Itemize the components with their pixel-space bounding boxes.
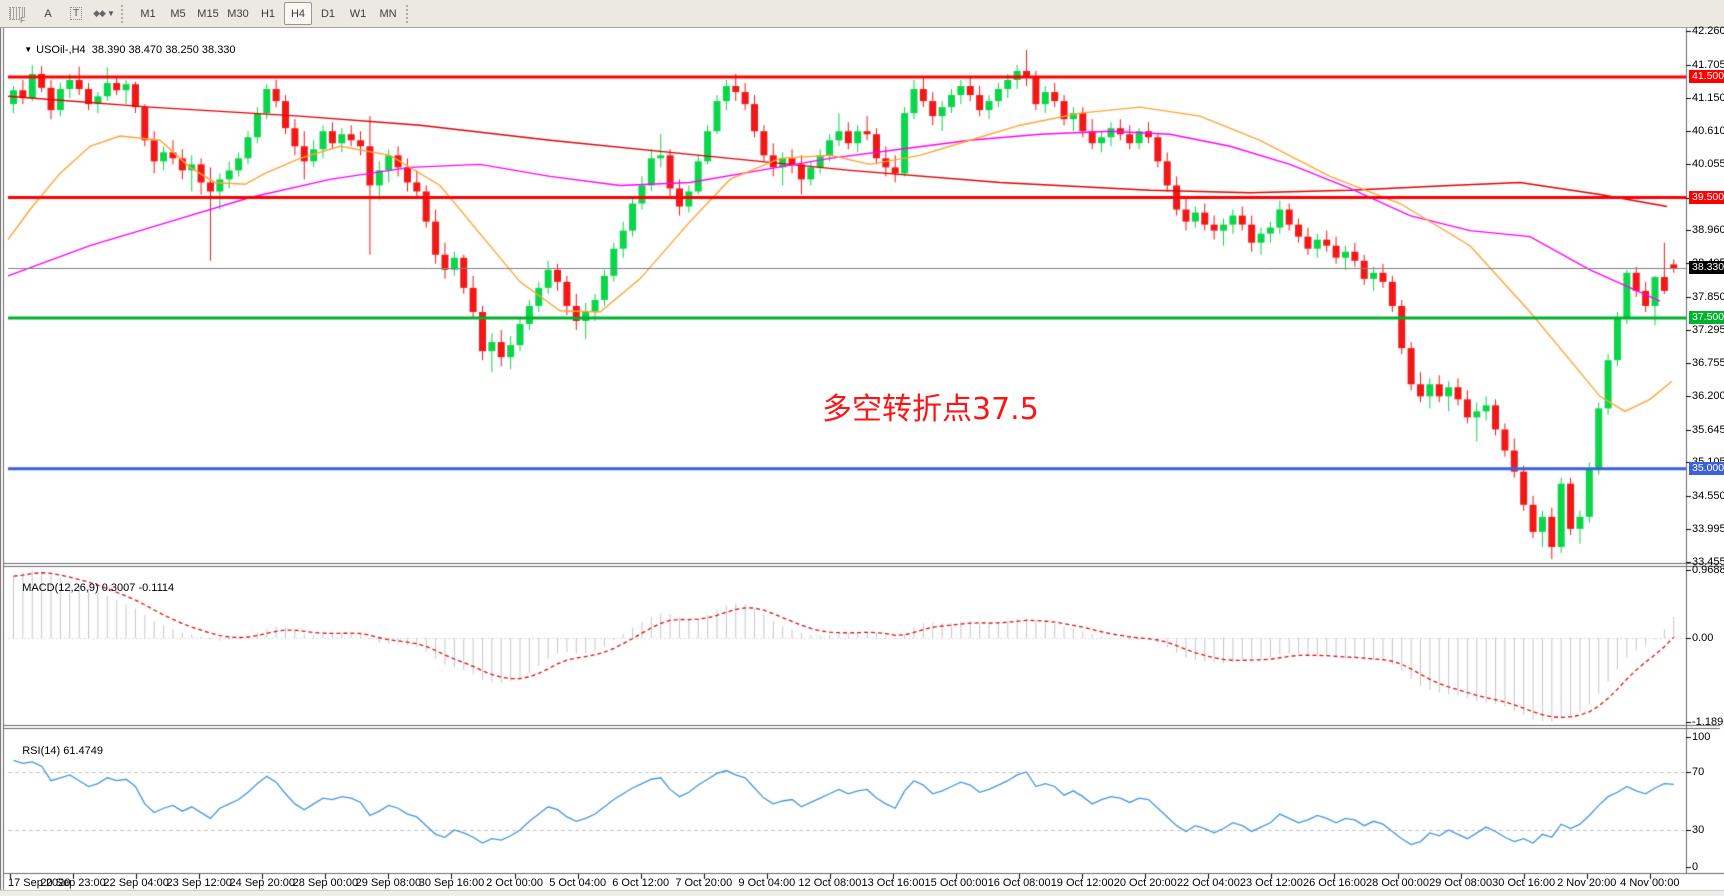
price-axis-tick: 33.995 xyxy=(1692,523,1724,536)
price-axis-tick: 36.755 xyxy=(1692,356,1724,369)
rsi-axis-tick: 0 xyxy=(1692,861,1699,873)
dotted-grid-glyph: F xyxy=(9,7,25,25)
date-axis-tick: 29 Sep 08:00 xyxy=(355,877,422,889)
date-axis-tick: 30 Oct 16:00 xyxy=(1492,877,1556,889)
date-axis-tick: 19 Oct 12:00 xyxy=(1050,877,1114,889)
date-axis-tick: 7 Oct 20:00 xyxy=(675,877,733,889)
macd-signal-value: -0.1114 xyxy=(138,582,175,594)
rsi-indicator-label: RSI(14) 61.4749 xyxy=(10,733,103,769)
price-axis-tick: 36.200 xyxy=(1692,390,1724,403)
date-axis-tick: 20 Oct 20:00 xyxy=(1113,877,1177,889)
date-axis-tick: 22 Sep 04:00 xyxy=(103,877,169,889)
price-axis-tick: 37.295 xyxy=(1692,324,1724,337)
date-axis-tick: 20 Sep 23:00 xyxy=(40,877,106,889)
date-axis-tick: 9 Oct 04:00 xyxy=(738,877,796,889)
date-axis-tick: 30 Sep 16:00 xyxy=(418,877,485,889)
date-axis-tick: 13 Oct 16:00 xyxy=(861,877,925,889)
window-bottom-strip xyxy=(0,890,1724,896)
macd-main-value: 0.3007 xyxy=(101,582,136,594)
price-axis-tick: 34.550 xyxy=(1692,489,1724,502)
price-axis-tick: 35.645 xyxy=(1692,423,1724,436)
date-axis-tick: 6 Oct 12:00 xyxy=(612,877,670,889)
macd-name: MACD(12,26,9) xyxy=(22,582,99,594)
price-level-badge-35.000: 35.000 xyxy=(1689,461,1724,475)
macd-axis-tick: 0.00 xyxy=(1692,632,1714,644)
date-axis-tick: 5 Oct 04:00 xyxy=(549,877,607,889)
current-price-badge: 38.330 xyxy=(1689,260,1724,274)
timeframe-button-M1[interactable]: M1 xyxy=(140,7,156,20)
dotted-grid-label: F xyxy=(20,16,25,25)
date-axis-tick: 23 Sep 12:00 xyxy=(166,877,232,889)
date-axis-tick: 29 Oct 08:00 xyxy=(1429,877,1493,889)
dotted-grid-tool-icon[interactable]: F xyxy=(1,2,33,25)
date-axis-tick: 12 Oct 08:00 xyxy=(798,877,862,889)
arrow-symbols-tool-icon[interactable]: ◆◆ ▼ xyxy=(91,2,117,25)
timeframe-button-MN[interactable]: MN xyxy=(379,7,397,20)
chart-canvas[interactable] xyxy=(0,27,1724,896)
rsi-axis-tick: 100 xyxy=(1692,731,1711,743)
price-level-badge-39.500: 39.500 xyxy=(1689,190,1724,204)
text-tool-label: A xyxy=(44,7,52,20)
dropdown-caret-icon[interactable]: ▼ xyxy=(106,9,115,18)
arrows-glyph: ◆◆ xyxy=(93,8,106,18)
macd-axis-tick: 0.9688 xyxy=(1692,563,1724,576)
date-axis-tick: 17 Sep 2020 xyxy=(8,877,71,889)
timeframe-buttons: M1 M5 M15 M30 H1 H4 D1 W1 MN xyxy=(133,2,403,25)
ohlc-values: 38.390 38.470 38.250 38.330 xyxy=(91,44,236,56)
timeframe-button-W1[interactable]: W1 xyxy=(349,7,367,20)
date-axis-tick: 16 Oct 08:00 xyxy=(987,877,1051,889)
chart-title: ▼ USOil-,H4 38.390 38.470 38.250 38.330 xyxy=(12,32,236,68)
price-axis-tick: 37.850 xyxy=(1692,290,1724,303)
date-axis-tick: 2 Oct 00:00 xyxy=(486,877,543,889)
symbol-name: USOil-,H4 xyxy=(36,44,86,56)
timeframe-button-M30[interactable]: M30 xyxy=(227,7,249,20)
timeframe-button-M5[interactable]: M5 xyxy=(170,7,186,20)
macd-axis-tick: -1.1896 xyxy=(1692,715,1724,728)
date-axis-tick: 4 Nov 00:00 xyxy=(1620,877,1680,889)
price-axis-tick: 33.455 xyxy=(1692,555,1724,568)
price-level-badge-41.500: 41.500 xyxy=(1689,70,1724,83)
text-label-glyph: T xyxy=(69,7,83,20)
date-axis-tick: 28 Sep 00:00 xyxy=(292,877,359,889)
text-tool-icon[interactable]: A xyxy=(35,2,61,25)
date-axis-tick: 23 Oct 12:00 xyxy=(1239,877,1303,889)
price-axis-tick: 41.150 xyxy=(1692,92,1724,105)
date-axis-tick: 2 Nov 20:00 xyxy=(1557,877,1617,889)
toolbar: F A T ◆◆ ▼ M1 M5 M15 M30 H1 H4 D1 W1 MN xyxy=(0,0,1724,28)
price-axis-tick: 38.960 xyxy=(1692,224,1724,237)
date-axis-tick: 15 Oct 00:00 xyxy=(924,877,988,889)
date-axis-tick: 22 Oct 04:00 xyxy=(1176,877,1240,889)
price-axis-tick: 41.705 xyxy=(1692,58,1724,71)
timeframe-button-H1[interactable]: H1 xyxy=(260,7,276,20)
price-axis-tick: 40.055 xyxy=(1692,158,1724,171)
toolbar-separator xyxy=(406,4,415,23)
price-axis-tick: 42.260 xyxy=(1692,25,1724,38)
chart-annotation-text: 多空转折点37.5 xyxy=(822,392,1039,427)
text-label-tool-icon[interactable]: T xyxy=(63,2,89,25)
date-axis-tick: 28 Oct 00:00 xyxy=(1366,877,1430,889)
rsi-value: 61.4749 xyxy=(63,745,103,757)
price-level-badge-37.500: 37.500 xyxy=(1689,311,1724,324)
date-axis-tick: 26 Oct 16:00 xyxy=(1302,877,1366,889)
price-axis-tick: 40.610 xyxy=(1692,124,1724,137)
rsi-axis-tick: 30 xyxy=(1692,824,1705,836)
rsi-name: RSI(14) xyxy=(22,745,61,757)
timeframe-button-H4[interactable]: H4 xyxy=(284,2,312,25)
timeframe-button-D1[interactable]: D1 xyxy=(320,7,336,20)
symbol-dropdown-icon[interactable]: ▼ xyxy=(24,45,33,54)
rsi-axis-tick: 70 xyxy=(1692,766,1705,778)
date-axis-tick: 24 Sep 20:00 xyxy=(229,877,295,889)
macd-indicator-label: MACD(12,26,9) 0.3007 -0.1114 xyxy=(10,570,174,606)
timeframe-button-M15[interactable]: M15 xyxy=(197,7,219,20)
toolbar-separator xyxy=(121,4,130,23)
